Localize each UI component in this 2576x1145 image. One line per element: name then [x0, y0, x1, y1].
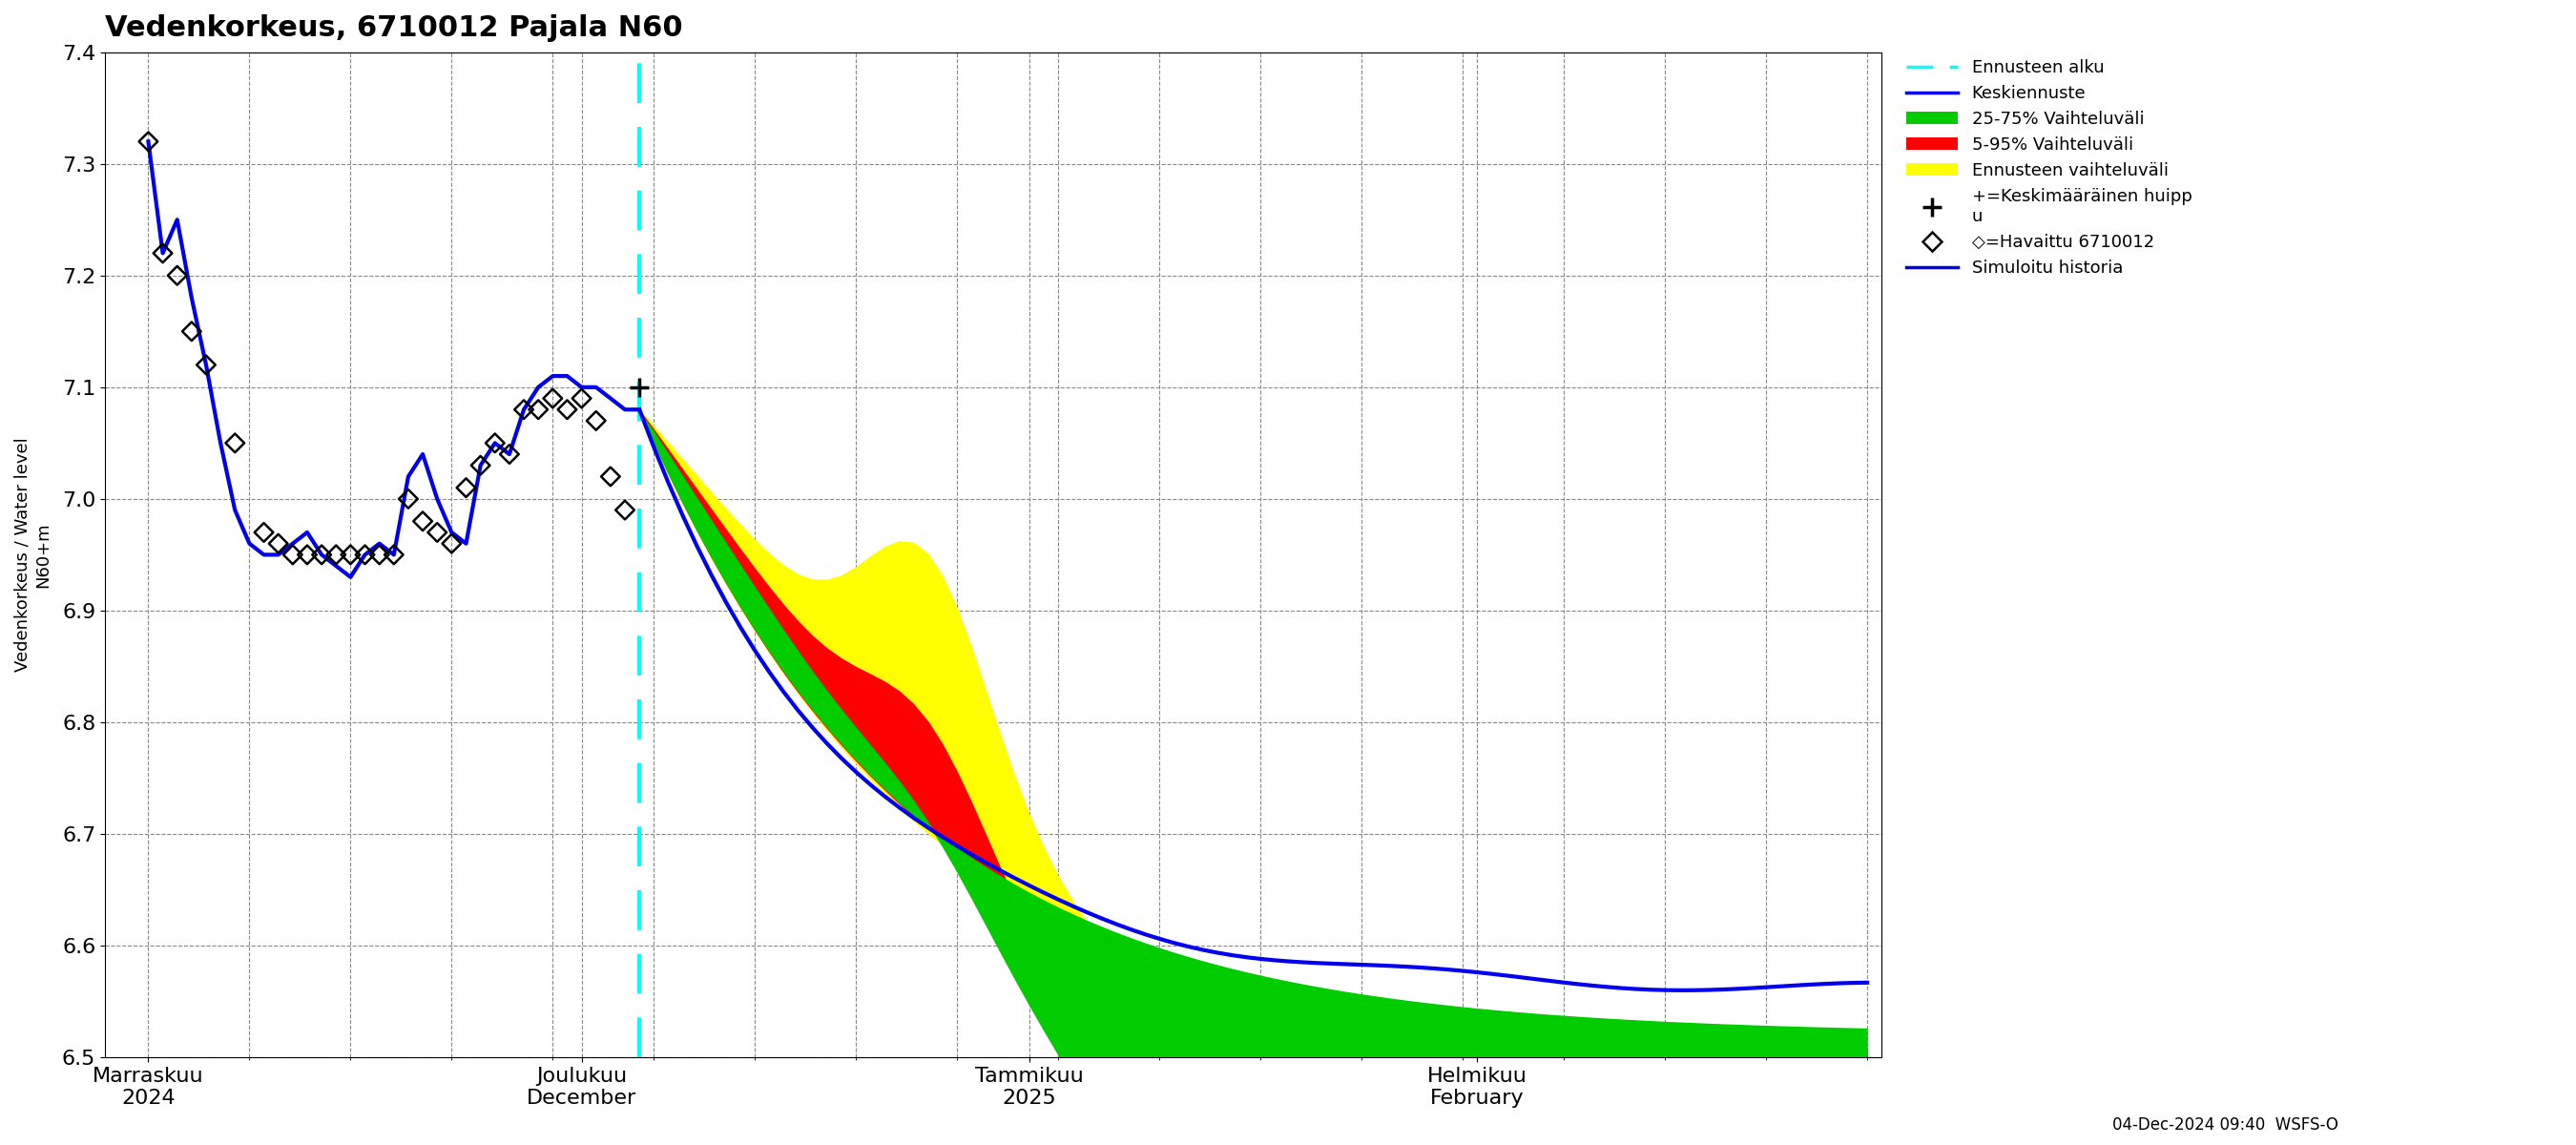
Point — [417, 523, 459, 542]
Point — [474, 434, 515, 452]
Point — [546, 401, 587, 419]
Legend: Ennusteen alku, Keskiennuste, 25-75% Vaihteluväli, 5-95% Vaihteluväli, Ennusteen: Ennusteen alku, Keskiennuste, 25-75% Vai… — [1899, 53, 2200, 284]
Point — [214, 434, 255, 452]
Point — [374, 545, 415, 563]
Point — [533, 389, 574, 408]
Point — [314, 545, 355, 563]
Point — [301, 545, 343, 563]
Point — [157, 267, 198, 285]
Point — [273, 545, 314, 563]
Point — [258, 535, 299, 553]
Point — [446, 479, 487, 497]
Point — [386, 490, 428, 508]
Point — [590, 467, 631, 485]
Point — [242, 523, 283, 542]
Point — [461, 456, 502, 474]
Point — [605, 500, 647, 519]
Point — [574, 411, 616, 429]
Point — [129, 133, 170, 151]
Point — [358, 545, 399, 563]
Point — [502, 401, 544, 419]
Point — [489, 445, 531, 464]
Point — [402, 512, 443, 530]
Point — [142, 244, 183, 262]
Point — [562, 389, 603, 408]
Point — [286, 545, 327, 563]
Point — [330, 545, 371, 563]
Point — [518, 401, 559, 419]
Text: 04-Dec-2024 09:40  WSFS-O: 04-Dec-2024 09:40 WSFS-O — [2112, 1116, 2339, 1134]
Text: Vedenkorkeus, 6710012 Pajala N60: Vedenkorkeus, 6710012 Pajala N60 — [106, 14, 683, 42]
Point — [185, 356, 227, 374]
Point — [345, 545, 386, 563]
Point — [170, 322, 211, 340]
Y-axis label: Vedenkorkeus / Water level
N60+m: Vedenkorkeus / Water level N60+m — [15, 437, 52, 672]
Point — [430, 535, 471, 553]
